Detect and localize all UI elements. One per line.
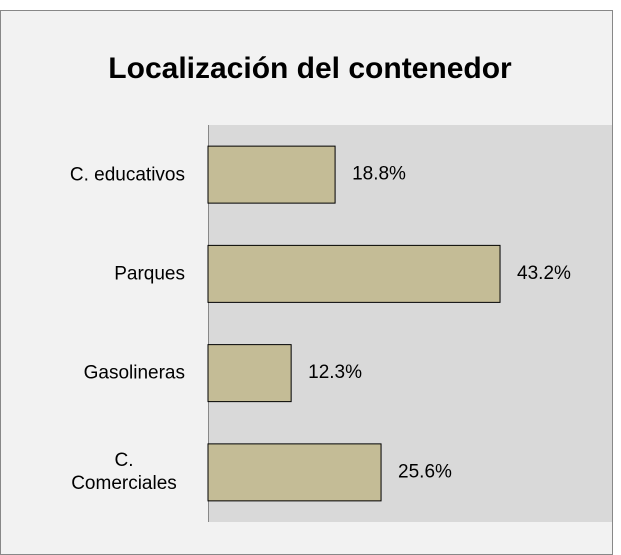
category-label: Parques <box>114 263 185 285</box>
bar <box>207 443 382 502</box>
value-label: 43.2% <box>517 263 571 284</box>
category-label: C. educativos <box>69 164 185 186</box>
chart-title: Localización del contenedor <box>108 52 512 85</box>
bar <box>207 344 292 403</box>
category-label: Gasolineras <box>83 362 185 384</box>
bar <box>207 244 501 303</box>
value-label: 12.3% <box>308 362 362 383</box>
value-label: 25.6% <box>398 461 452 482</box>
bar <box>207 145 336 204</box>
category-label: C. Comerciales <box>71 450 177 495</box>
value-label: 18.8% <box>352 164 406 185</box>
